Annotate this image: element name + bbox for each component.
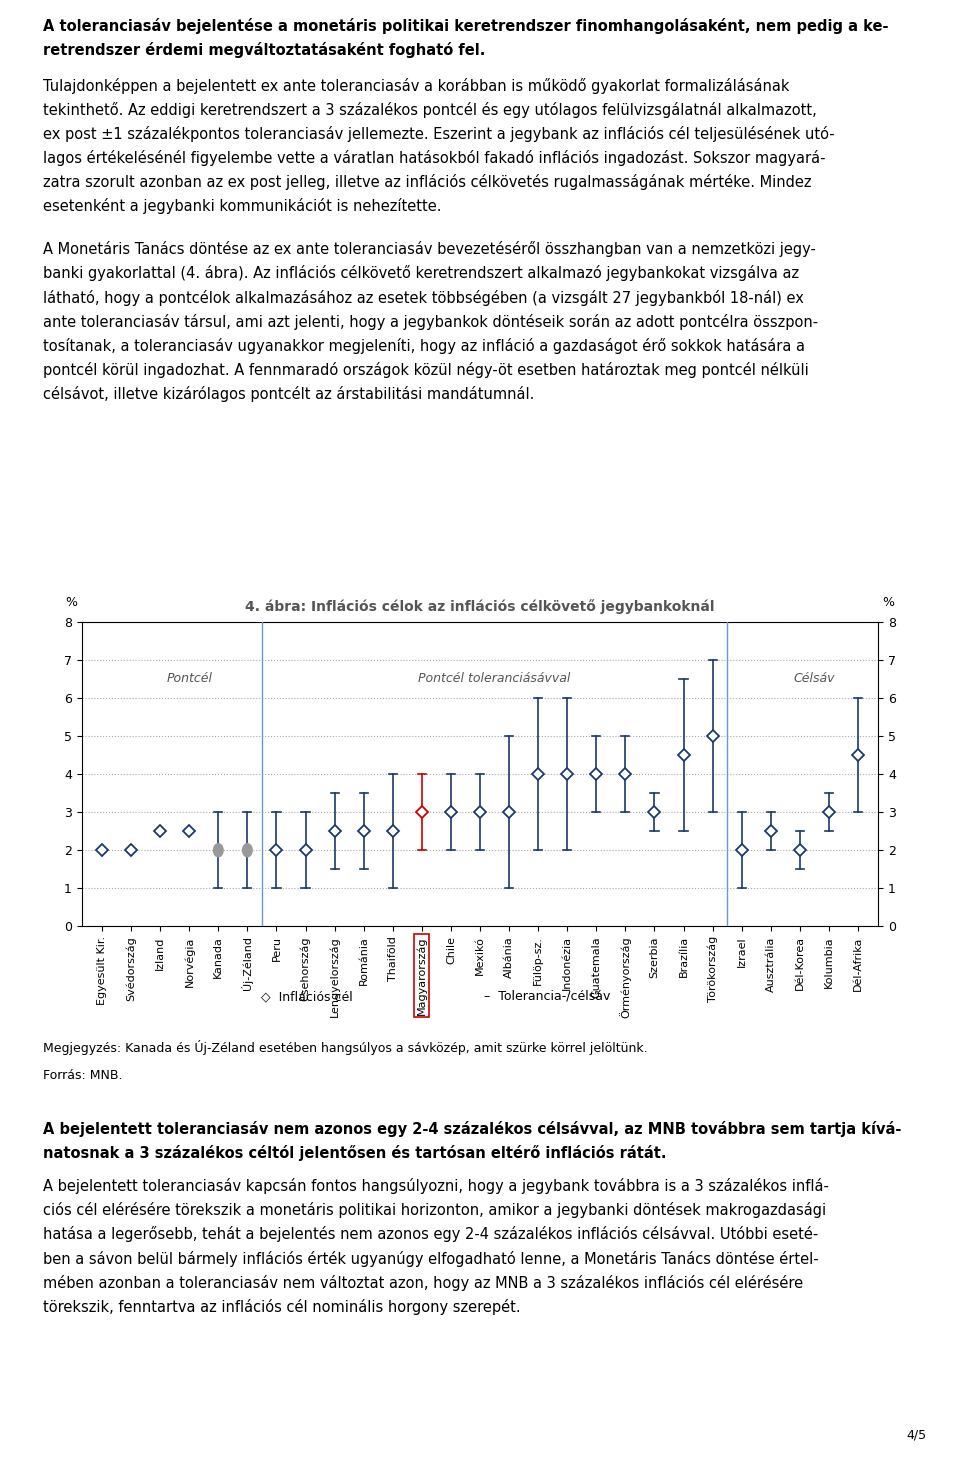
Text: A bejelentett toleranciasáv nem azonos egy 2-4 százalékos célsávval, az MNB tová: A bejelentett toleranciasáv nem azonos e… [43,1121,901,1137]
Circle shape [242,843,252,858]
Text: látható, hogy a pontcélok alkalmazásához az esetek többségében (a vizsgált 27 je: látható, hogy a pontcélok alkalmazásához… [43,289,804,305]
Text: –  Tolerancia-/célsáv: – Tolerancia-/célsáv [484,991,611,1002]
Text: zatra szorult azonban az ex post jelleg, illetve az inflációs célkövetés rugalma: zatra szorult azonban az ex post jelleg,… [43,174,812,190]
Circle shape [213,843,224,858]
Text: 4/5: 4/5 [906,1428,926,1441]
Text: banki gyakorlattal (4. ábra). Az inflációs célkövető keretrendszert alkalmazó je: banki gyakorlattal (4. ábra). Az infláci… [43,266,800,282]
Text: natosnak a 3 százalékos céltól jelentősen és tartósan eltérő inflációs rátát.: natosnak a 3 százalékos céltól jelentőse… [43,1144,666,1160]
Text: törekszik, fenntartva az inflációs cél nominális horgony szerepét.: törekszik, fenntartva az inflációs cél n… [43,1299,521,1315]
Text: ciós cél elérésére törekszik a monetáris politikai horizonton, amikor a jegybank: ciós cél elérésére törekszik a monetáris… [43,1202,827,1218]
Text: %: % [65,597,78,610]
Text: Célsáv: Célsáv [794,673,835,686]
Text: célsávot, illetve kizárólagos pontcélt az árstabilitási mandátumnál.: célsávot, illetve kizárólagos pontcélt a… [43,385,535,401]
Text: Pontcél toleranciásávval: Pontcél toleranciásávval [419,673,571,686]
Text: Megjegyzés: Kanada és Új-Zéland esetében hangsúlyos a sávközép, amit szürke körr: Megjegyzés: Kanada és Új-Zéland esetében… [43,1040,648,1055]
Text: ex post ±1 százalékpontos toleranciasáv jellemezte. Eszerint a jegybank az inflá: ex post ±1 százalékpontos toleranciasáv … [43,125,835,142]
Text: lagos értékelésénél figyelembe vette a váratlan hatásokból fakadó inflációs inga: lagos értékelésénél figyelembe vette a v… [43,150,826,166]
Text: A bejelentett toleranciasáv kapcsán fontos hangsúlyozni, hogy a jegybank továbbr: A bejelentett toleranciasáv kapcsán font… [43,1179,829,1195]
Text: A Monetáris Tanács döntése az ex ante toleranciasáv bevezetéséről összhangban va: A Monetáris Tanács döntése az ex ante to… [43,241,816,257]
Text: ben a sávon belül bármely inflációs érték ugyanúgy elfogadható lenne, a Monetári: ben a sávon belül bármely inflációs érté… [43,1250,819,1266]
Text: esetenként a jegybanki kommunikációt is nehezítette.: esetenként a jegybanki kommunikációt is … [43,198,442,214]
Text: tekinthető. Az eddigi keretrendszert a 3 százalékos pontcél és egy utólagos felü: tekinthető. Az eddigi keretrendszert a 3… [43,102,817,118]
Text: A toleranciasáv bejelentése a monetáris politikai keretrendszer finomhangolásaké: A toleranciasáv bejelentése a monetáris … [43,18,889,34]
Text: Forrás: MNB.: Forrás: MNB. [43,1069,123,1083]
Text: hatása a legerősebb, tehát a bejelentés nem azonos egy 2-4 százalékos inflációs : hatása a legerősebb, tehát a bejelentés … [43,1227,819,1243]
Text: pontcél körül ingadozhat. A fennmaradó országok közül négy-öt esetben határoztak: pontcél körül ingadozhat. A fennmaradó o… [43,362,809,378]
Text: Pontcél: Pontcél [166,673,212,686]
Text: ante toleranciasáv társul, ami azt jelenti, hogy a jegybankok döntéseik során az: ante toleranciasáv társul, ami azt jelen… [43,314,818,330]
Text: ◇  Inflációs cél: ◇ Inflációs cél [261,991,353,1002]
Text: mében azonban a toleranciasáv nem változtat azon, hogy az MNB a 3 százalékos inf: mében azonban a toleranciasáv nem változ… [43,1275,804,1291]
Text: 4. ábra: Inflációs célok az inflációs célkövető jegybankoknál: 4. ábra: Inflációs célok az inflációs cé… [245,600,715,614]
Text: Tulajdonképpen a bejelentett ex ante toleranciasáv a korábban is működő gyakorla: Tulajdonképpen a bejelentett ex ante tol… [43,77,790,93]
Text: retrendszer érdemi megváltoztatásaként fogható fel.: retrendszer érdemi megváltoztatásaként f… [43,41,486,57]
Text: %: % [882,597,895,610]
Text: tosítanak, a toleranciasáv ugyanakkor megjeleníti, hogy az infláció a gazdaságot: tosítanak, a toleranciasáv ugyanakkor me… [43,337,805,353]
